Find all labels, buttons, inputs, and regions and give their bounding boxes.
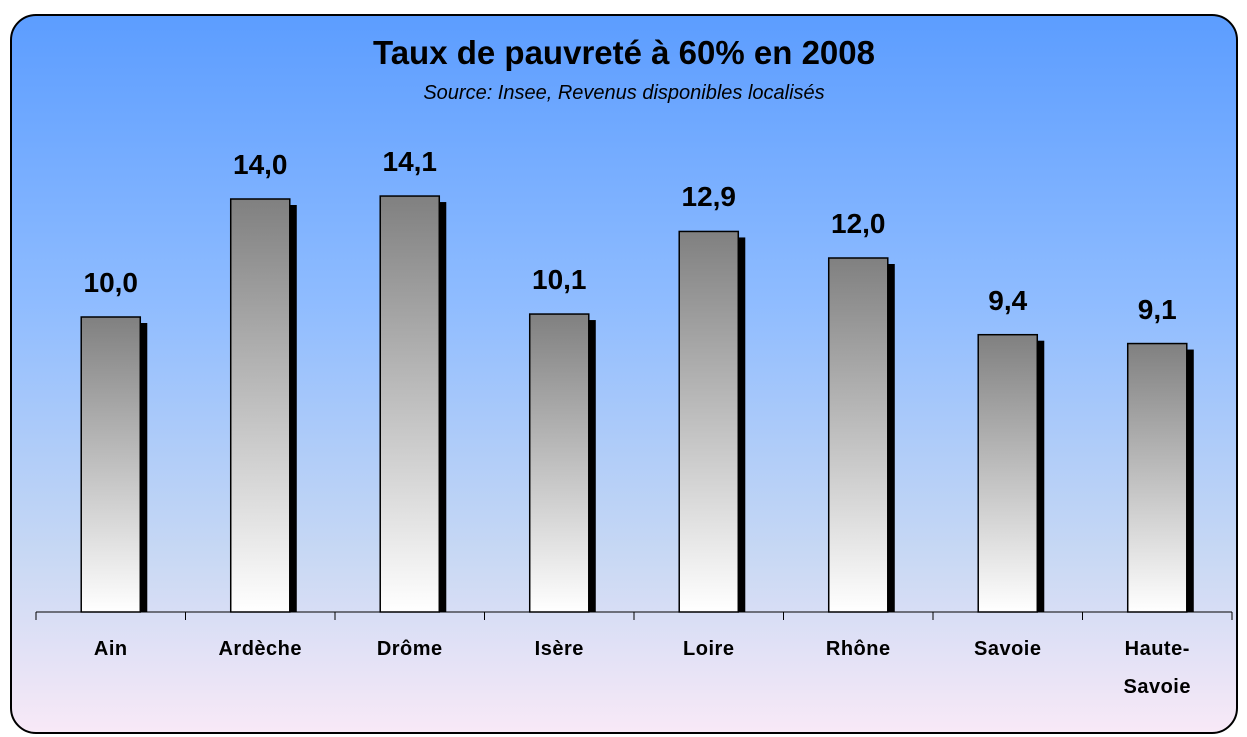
- value-label: 9,4: [988, 284, 1028, 316]
- bar: [80, 316, 142, 613]
- x-tick-label: Loire: [683, 638, 735, 660]
- value-label: 10,1: [532, 264, 587, 296]
- value-label: 14,0: [233, 149, 288, 180]
- chart-title: Taux de pauvreté à 60% en 2008: [373, 34, 875, 71]
- plot-area: [35, 195, 1233, 620]
- x-tick-label: Isère: [534, 638, 584, 660]
- bar: [528, 313, 590, 613]
- x-tick-label: Drôme: [376, 638, 443, 660]
- x-tick-label: Ardèche: [218, 638, 303, 660]
- x-tick-label: Ain: [93, 638, 128, 660]
- value-label: 10,0: [83, 267, 139, 298]
- chart: Taux de pauvreté à 60% en 2008 Source: I…: [10, 14, 1238, 734]
- bar: [1126, 342, 1188, 613]
- x-tick-label: Rhône: [825, 638, 891, 660]
- bar: [977, 333, 1039, 613]
- value-label: 12,0: [831, 208, 886, 239]
- value-label: 12,9: [681, 181, 737, 213]
- x-tick-label: Savoie: [974, 638, 1042, 660]
- bar: [229, 198, 291, 613]
- bar: [678, 230, 740, 613]
- x-tick-label: Haute-Savoie: [1123, 638, 1191, 698]
- bar: [827, 257, 889, 613]
- chart-subtitle: Source: Insee, Revenus disponibles local…: [423, 82, 825, 104]
- bar: [379, 195, 441, 613]
- value-label: 9,1: [1137, 293, 1177, 325]
- value-label: 14,1: [382, 146, 438, 178]
